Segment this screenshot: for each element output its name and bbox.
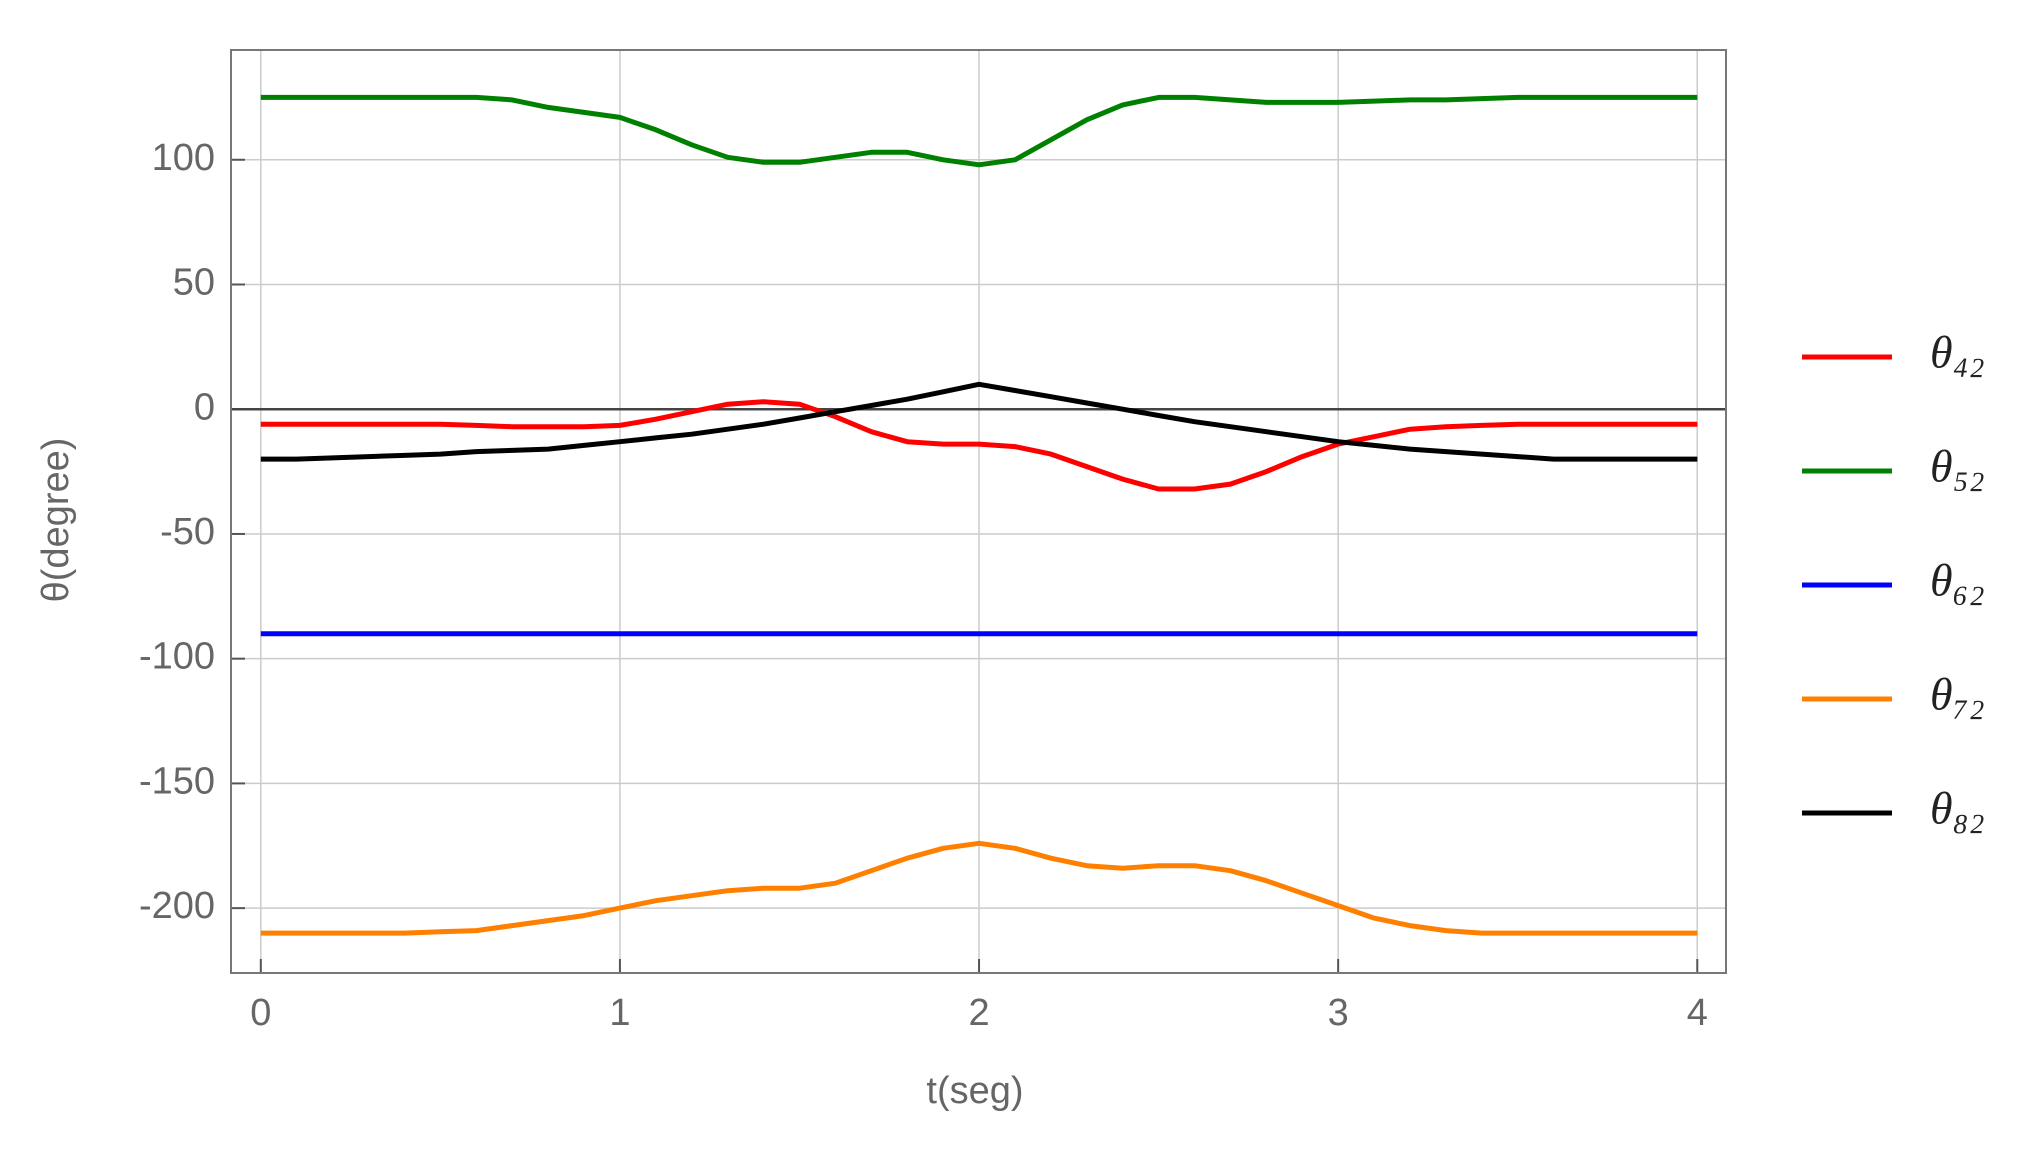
x-tick-label: 3	[1328, 992, 1349, 1034]
y-axis-label: θ(degree)	[35, 438, 77, 603]
y-tick-label: 0	[194, 386, 215, 428]
y-tick-label: -150	[139, 760, 215, 802]
legend-label: θ₄₂	[1930, 327, 1985, 378]
line-series	[260, 399, 1698, 492]
y-tick-label: 100	[152, 137, 215, 179]
legend-label: θ₅₂	[1930, 441, 1985, 492]
x-axis-label: t(seg)	[926, 1070, 1023, 1112]
line-series	[260, 381, 1698, 462]
x-tick-label: 0	[250, 992, 271, 1034]
legend-label: θ₈₂	[1930, 783, 1985, 834]
y-tick-label: -200	[139, 885, 215, 927]
legend-label: θ₆₂	[1930, 555, 1985, 606]
legend-label: θ₇₂	[1930, 669, 1985, 720]
x-tick-label: 4	[1687, 992, 1708, 1034]
plot-frame	[230, 49, 1727, 974]
x-tick-label: 1	[609, 992, 630, 1034]
y-tick-label: 50	[173, 262, 215, 304]
y-tick-label: -50	[160, 511, 215, 553]
line-series	[260, 94, 1698, 168]
x-tick-label: 2	[968, 992, 989, 1034]
line-series	[260, 840, 1698, 936]
y-tick-label: -100	[139, 636, 215, 678]
